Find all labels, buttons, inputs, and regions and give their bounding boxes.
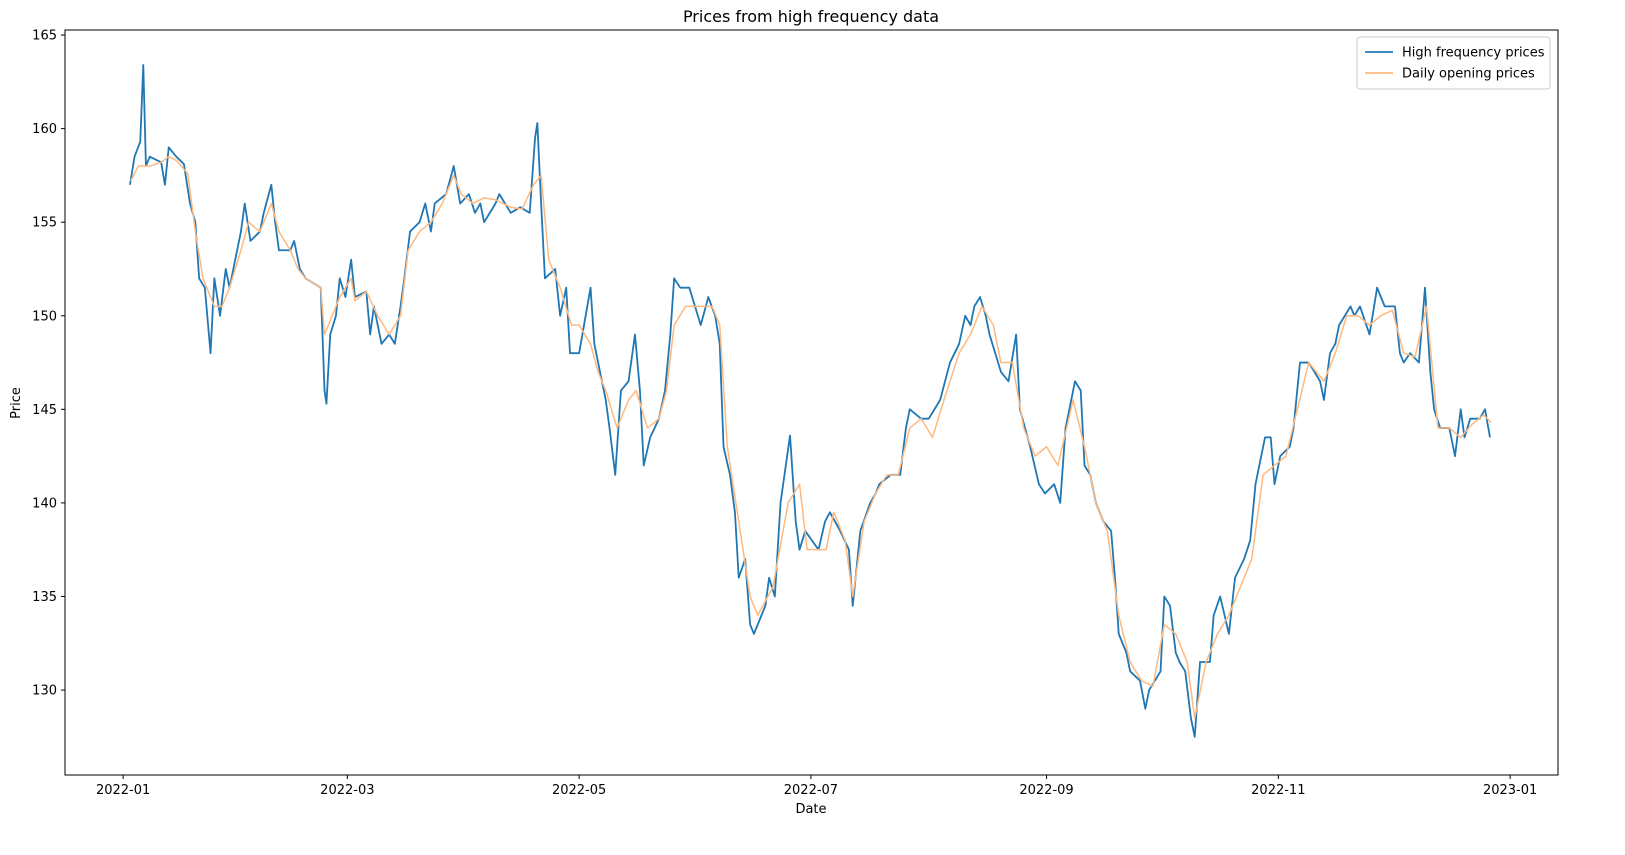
legend-label: Daily opening prices xyxy=(1402,67,1535,82)
y-axis-label: Price xyxy=(9,387,24,419)
y-tick-label: 160 xyxy=(32,122,57,137)
y-tick-label: 130 xyxy=(32,684,57,699)
series-line xyxy=(129,64,1491,738)
x-tick-label: 2022-07 xyxy=(784,783,838,798)
chart-title: Prices from high frequency data xyxy=(683,7,939,26)
x-tick-label: 2022-11 xyxy=(1251,783,1305,798)
x-tick-label: 2022-05 xyxy=(552,783,606,798)
x-tick-label: 2022-01 xyxy=(96,783,150,798)
y-tick-label: 150 xyxy=(32,309,57,324)
y-tick-label: 155 xyxy=(32,216,57,231)
series-line xyxy=(130,155,1492,719)
x-tick-label: 2023-01 xyxy=(1483,783,1537,798)
x-tick-label: 2022-09 xyxy=(1019,783,1073,798)
y-tick-label: 140 xyxy=(32,496,57,511)
legend: High frequency prices Daily opening price… xyxy=(1356,36,1551,90)
plot-frame xyxy=(64,29,1559,776)
y-tick-label: 145 xyxy=(32,403,57,418)
x-axis-label: Date xyxy=(795,802,826,817)
y-tick-label: 135 xyxy=(32,590,57,605)
y-tick-label: 165 xyxy=(32,29,57,44)
legend-box xyxy=(1356,36,1551,90)
legend-label: High frequency prices xyxy=(1402,46,1545,61)
x-tick-label: 2022-03 xyxy=(320,783,374,798)
